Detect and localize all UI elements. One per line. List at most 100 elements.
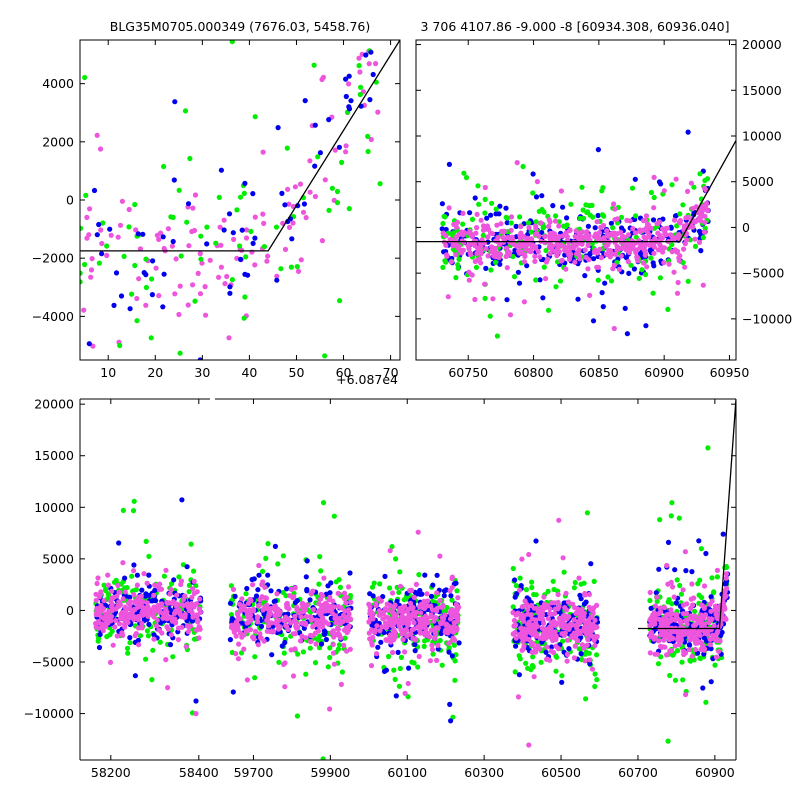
zoom-recent-point-blue [378,2,383,7]
season-2025-point-magenta [480,227,486,233]
full-lightcurve-point-magenta [237,608,243,614]
zoom-recent-point-magenta [117,222,124,228]
full-lightcurve-point-magenta [96,606,102,612]
full-lightcurve-point-magenta [368,616,374,622]
season-2025-point-blue [622,305,628,311]
full-lightcurve-point-magenta [264,628,270,634]
full-lightcurve-point-magenta [571,617,577,623]
season-2025-point-magenta [514,160,520,166]
season-2025-point-magenta [611,325,617,332]
season-2025-point-blue [619,225,625,231]
season-2025-point-green [482,196,488,202]
zoom-recent-point-green [80,225,84,231]
zoom-recent-point-magenta [108,232,114,238]
season-2025-xtick-label: 60800 [514,365,554,380]
full-lightcurve-point-magenta [292,631,298,637]
full-lightcurve-point-magenta [107,614,113,620]
zoom-recent-point-magenta [226,335,232,341]
season-2025-point-green [469,216,476,222]
full-lightcurve-point-magenta [647,650,653,656]
full-lightcurve-point-magenta [411,620,417,626]
full-lightcurve-point-magenta [115,582,121,589]
full-lightcurve-point-blue [518,583,524,589]
full-lightcurve-point-magenta [455,595,461,601]
season-2025-point-magenta [482,281,488,287]
full-lightcurve-point-magenta [709,598,715,604]
zoom-recent-point-magenta [264,258,270,264]
full-lightcurve-point-green [647,597,653,604]
season-2025-point-blue [493,211,499,217]
full-lightcurve-point-magenta [154,617,160,623]
zoom-recent-point-green [139,422,144,427]
season-2025-point-blue [685,129,691,135]
full-lightcurve-point-magenta [714,567,721,574]
season-2025-point-magenta [702,185,708,191]
full-lightcurve-point-blue [171,577,177,583]
full-lightcurve-point-blue [581,601,588,607]
full-lightcurve-point-blue [665,539,672,546]
season-2025-point-magenta [612,217,618,223]
full-lightcurve-point-magenta [555,591,561,598]
zoom-recent-point-magenta [216,274,222,280]
full-lightcurve-point-green [711,589,717,595]
full-lightcurve-point-green [699,594,705,601]
full-lightcurve-point-magenta [689,615,696,621]
season-2025-point-green [648,255,654,261]
full-lightcurve-point-magenta [434,657,440,664]
season-2025-point-magenta [566,256,573,262]
full-lightcurve-point-blue [703,550,709,557]
season-2025-point-blue [624,331,631,337]
full-lightcurve-point-magenta [431,618,437,624]
full-lightcurve-point-green [430,651,436,657]
full-lightcurve-point-blue [304,586,310,593]
season-2025-point-green [475,183,481,189]
season-2025-point-magenta [696,239,703,245]
full-lightcurve-point-magenta [400,637,406,643]
season-2025-point-magenta [446,205,452,211]
full-lightcurve-point-green [538,659,544,665]
full-lightcurve-point-blue [244,585,250,592]
season-2025-point-magenta [703,206,709,212]
full-lightcurve-point-magenta [564,637,571,643]
zoom-recent-point-blue [113,270,120,276]
full-lightcurve-point-green [676,515,682,521]
zoom-recent-point-blue [160,234,166,240]
season-2025-point-green [493,206,499,212]
zoom-recent-point-magenta [88,267,95,273]
zoom-recent-point-blue [370,25,375,30]
full-lightcurve-point-magenta [230,586,237,593]
zoom-recent-point-green [294,264,300,270]
full-lightcurve-point-magenta [675,630,681,636]
full-lightcurve-point-green [315,637,322,643]
full-lightcurve-point-magenta [575,610,582,616]
full-lightcurve-point-magenta [117,615,124,622]
full-lightcurve-point-green [327,654,333,661]
season-2025-point-magenta [521,259,528,265]
full-lightcurve-point-magenta [309,616,315,622]
full-lightcurve-point-green [294,713,300,719]
full-lightcurve-point-magenta [322,619,329,625]
full-lightcurve-point-magenta [120,596,126,602]
zoom-recent-point-blue [282,202,288,208]
season-2025-point-magenta [546,217,552,223]
full-lightcurve-point-magenta [519,604,525,610]
zoom-recent-point-blue [99,251,105,257]
season-2025-point-magenta [641,234,647,240]
full-lightcurve-point-green [525,665,531,671]
full-lightcurve-point-magenta [652,621,658,627]
full-lightcurve-point-magenta [690,602,696,608]
full-lightcurve-point-magenta [526,551,532,558]
season-2025-point-green [669,182,675,188]
season-2025-point-green [463,175,470,181]
season-2025-ytick-label: 20000 [742,37,782,52]
zoom-recent-point-green [192,298,198,304]
full-lightcurve-point-green [687,658,694,664]
zoom-recent-point-green [358,84,364,90]
full-lightcurve-point-green [193,583,199,589]
full-lightcurve-point-magenta [163,657,169,663]
full-lightcurve-point-magenta [288,586,294,593]
season-2025-point-blue [643,323,649,329]
zoom-recent-point-magenta [295,268,302,274]
full-lightcurve-point-green [325,664,331,670]
full-lightcurve-point-green [318,568,324,574]
